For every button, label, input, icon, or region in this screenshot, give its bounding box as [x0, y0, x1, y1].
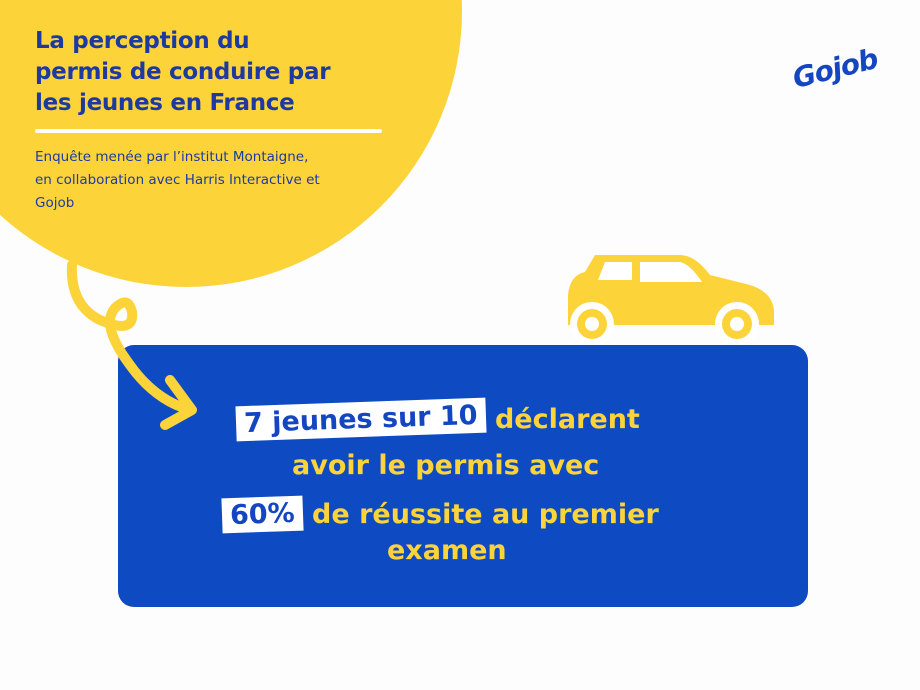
stat-line-4: examen	[387, 535, 507, 566]
subtitle-line: en collaboration avec Harris Interactive…	[35, 172, 320, 188]
stat-text: de réussite au premier	[312, 499, 659, 530]
subtitle: Enquête menée par l’institut Montaigne, …	[35, 146, 395, 215]
highlight-seven-in-ten: 7 jeunes sur 10	[235, 397, 487, 442]
stat-text: déclarent	[494, 404, 640, 435]
title-line: La perception du	[35, 28, 250, 54]
car-icon	[568, 255, 774, 346]
curly-arrow-icon	[66, 260, 197, 430]
divider	[35, 129, 382, 133]
gojob-logo: Gojob	[789, 42, 881, 95]
stat-line-2: avoir le permis avec	[292, 450, 600, 481]
subtitle-line: Enquête menée par l’institut Montaigne,	[35, 149, 309, 165]
stat-line-3: 60% de réussite au premier	[221, 495, 659, 534]
subtitle-line: Gojob	[35, 195, 75, 211]
highlight-sixty-percent: 60%	[221, 495, 304, 534]
title-line: les jeunes en France	[35, 90, 295, 116]
page-title: La perception du permis de conduire par …	[35, 26, 331, 119]
statistics-card	[118, 345, 808, 607]
stat-line-1: 7 jeunes sur 10 déclarent	[235, 397, 640, 442]
title-line: permis de conduire par	[35, 59, 331, 85]
yellow-circle-background	[0, 0, 462, 287]
